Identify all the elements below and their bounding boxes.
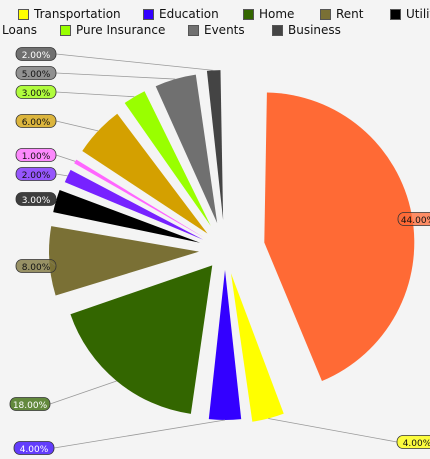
legend-label: Education [159, 7, 219, 21]
data-label-box [15, 148, 57, 162]
leader-line [53, 419, 226, 449]
legend-label: Home [259, 7, 295, 21]
pie-slice [124, 91, 211, 226]
legend-label: Rent [336, 7, 364, 21]
legend-swatch [243, 9, 254, 20]
data-label-box [396, 435, 430, 449]
legend-swatch [272, 25, 283, 36]
data-label-box [15, 167, 57, 181]
legend-swatch [143, 9, 154, 20]
pie-slice [64, 169, 204, 240]
legend-swatch [60, 25, 71, 36]
leader-line [55, 154, 76, 162]
data-label: 5.00% [22, 70, 51, 80]
pie-slice [206, 70, 224, 221]
data-label-box [9, 397, 51, 411]
pie-slice [53, 189, 201, 243]
legend-swatch [320, 9, 331, 20]
leader-line [55, 173, 68, 177]
data-label: 4.00% [20, 445, 49, 455]
leader-line [55, 91, 135, 98]
data-label: 3.00% [22, 89, 51, 99]
pie-slice [74, 159, 205, 238]
data-label: 8.00% [22, 263, 51, 273]
data-label: 18.00% [13, 401, 48, 411]
pie-slice [70, 265, 213, 414]
data-label-box [15, 192, 57, 206]
legend-swatch [188, 25, 199, 36]
data-label: 2.00% [22, 171, 51, 181]
data-label-box [15, 47, 57, 61]
legend-label: Loans [2, 23, 38, 37]
data-label: 4.00% [403, 439, 430, 449]
pie-slice [208, 270, 242, 421]
legend-label: Events [204, 23, 245, 37]
pie-slice [230, 273, 284, 422]
leader-line [268, 418, 398, 443]
data-label: 1.00% [22, 152, 51, 162]
legend-swatch [390, 9, 401, 20]
data-label-box [13, 441, 55, 455]
pie-slice [155, 74, 218, 224]
legend-label: Utilities [406, 7, 430, 21]
data-label: 3.00% [22, 196, 51, 206]
leader-line [55, 72, 176, 80]
legend-label: Transportation [34, 7, 121, 21]
pie-slice [49, 226, 200, 296]
chart-legend: Transportation Education Home Rent Utilities… [0, 0, 430, 42]
leader-line [55, 120, 99, 132]
pie-slice [82, 113, 208, 234]
data-label: 6.00% [22, 118, 51, 128]
data-label-box [15, 66, 57, 80]
pie-slice [264, 92, 415, 381]
legend-label: Business [288, 23, 341, 37]
data-label-box [397, 212, 430, 226]
legend-swatch [18, 9, 29, 20]
data-label-box [15, 114, 57, 128]
leader-line [49, 380, 117, 405]
data-label: 44.00% [401, 216, 430, 226]
legend-label: Pure Insurance [76, 23, 166, 37]
data-label-box [15, 259, 57, 273]
leader-line [55, 53, 214, 71]
data-label-box [15, 85, 57, 99]
data-label: 2.00% [22, 51, 51, 61]
